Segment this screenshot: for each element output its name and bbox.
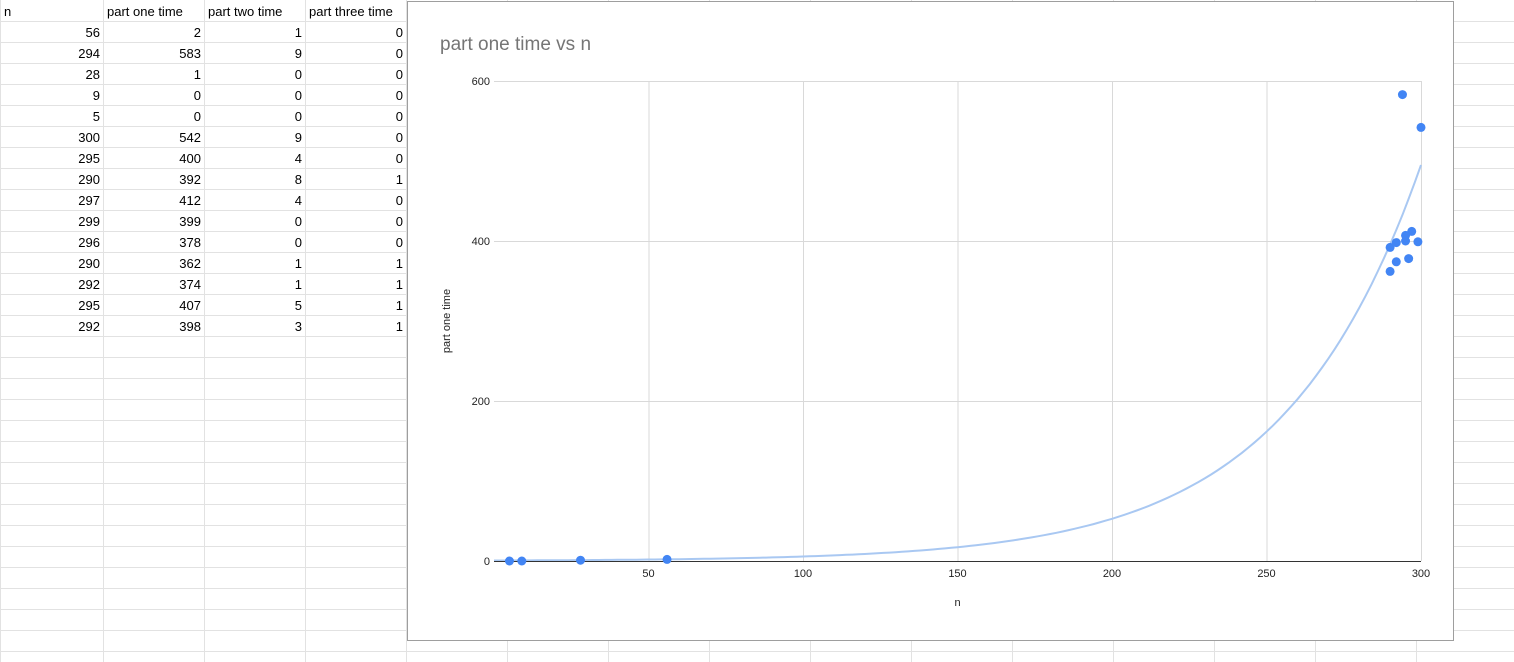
data-point[interactable] — [1391, 238, 1401, 248]
table-cell[interactable]: 2 — [193, 25, 201, 40]
table-cell[interactable]: 0 — [395, 67, 403, 82]
chart[interactable]: part one time vs n 0 200 400 600 50 100 150 20… — [407, 1, 1454, 641]
table-cell[interactable]: 374 — [179, 277, 201, 292]
header-cell-part-three-time[interactable]: part three time — [309, 4, 393, 19]
table-cell[interactable]: 1 — [395, 277, 403, 292]
table-cell[interactable]: 362 — [179, 256, 201, 271]
table-cell[interactable]: 300 — [78, 130, 100, 145]
table-cell[interactable]: 0 — [395, 25, 403, 40]
y-tick-label: 600 — [472, 76, 490, 88]
table-cell[interactable]: 1 — [395, 298, 403, 313]
table-cell[interactable]: 1 — [395, 319, 403, 334]
table-cell[interactable]: 412 — [179, 193, 201, 208]
table-cell[interactable]: 9 — [92, 88, 100, 103]
table-cell[interactable]: 1 — [294, 277, 302, 292]
table-cell[interactable]: 0 — [294, 214, 302, 229]
table-cell[interactable]: 8 — [294, 172, 302, 187]
table-cell[interactable]: 1 — [395, 256, 403, 271]
table-cell[interactable]: 295 — [78, 151, 100, 166]
x-tick-label: 50 — [642, 568, 654, 580]
table-cell[interactable]: 0 — [395, 193, 403, 208]
data-point[interactable] — [1385, 242, 1395, 252]
table-cell[interactable]: 296 — [78, 235, 100, 250]
table-cell[interactable]: 407 — [179, 298, 201, 313]
table-cell[interactable]: 28 — [85, 67, 100, 82]
data-point[interactable] — [1401, 230, 1411, 240]
table-cell[interactable]: 297 — [78, 193, 100, 208]
table-cell[interactable]: 0 — [395, 109, 403, 124]
table-cell[interactable]: 1 — [395, 172, 403, 187]
table-cell[interactable]: 378 — [179, 235, 201, 250]
table-cell[interactable]: 0 — [193, 88, 201, 103]
table-cell[interactable]: 0 — [395, 151, 403, 166]
y-tick-label: 200 — [472, 396, 490, 408]
table-cell[interactable]: 1 — [294, 25, 302, 40]
table-cell[interactable]: 4 — [294, 151, 302, 166]
table-cell[interactable]: 0 — [395, 88, 403, 103]
chart-title: part one time vs n — [440, 34, 591, 55]
table-cell[interactable]: 1 — [193, 67, 201, 82]
table-cell[interactable]: 9 — [294, 46, 302, 61]
table-cell[interactable]: 290 — [78, 256, 100, 271]
table-cell[interactable]: 583 — [179, 46, 201, 61]
header-cell-part-two-time[interactable]: part two time — [208, 4, 283, 19]
data-point[interactable] — [576, 555, 586, 565]
data-point[interactable] — [662, 554, 672, 564]
table-cell[interactable]: 9 — [294, 130, 302, 145]
table-cell[interactable]: 542 — [179, 130, 201, 145]
table-cell[interactable]: 295 — [78, 298, 100, 313]
table-cell[interactable]: 292 — [78, 277, 100, 292]
table-cell[interactable]: 398 — [179, 319, 201, 334]
data-point[interactable] — [1391, 257, 1401, 267]
header-cell-n[interactable]: n — [4, 4, 12, 19]
data-point[interactable] — [1385, 266, 1395, 276]
table-cell[interactable]: 392 — [179, 172, 201, 187]
header-cell-part-one-time[interactable]: part one time — [107, 4, 183, 19]
table-cell[interactable]: 290 — [78, 172, 100, 187]
table-cell[interactable]: 0 — [395, 235, 403, 250]
table-cell[interactable]: 5 — [294, 298, 302, 313]
data-point[interactable] — [1404, 254, 1414, 264]
y-tick-label: 0 — [484, 556, 490, 568]
table-cell[interactable]: 3 — [294, 319, 302, 334]
data-point[interactable] — [517, 556, 527, 566]
table-cell[interactable]: 4 — [294, 193, 302, 208]
y-tick-label: 400 — [472, 236, 490, 248]
table-cell[interactable]: 0 — [294, 88, 302, 103]
table-cell[interactable]: 294 — [78, 46, 100, 61]
table-cell[interactable]: 292 — [78, 319, 100, 334]
table-cell[interactable]: 56 — [85, 25, 100, 40]
x-tick-label: 100 — [794, 568, 812, 580]
table-cell[interactable]: 5 — [92, 109, 100, 124]
table-cell[interactable]: 0 — [395, 214, 403, 229]
x-tick-label: 300 — [1412, 568, 1430, 580]
table-cell[interactable]: 399 — [179, 214, 201, 229]
table-cell[interactable]: 0 — [193, 109, 201, 124]
x-tick-label: 200 — [1103, 568, 1121, 580]
table-cell[interactable]: 1 — [294, 256, 302, 271]
trendline — [494, 164, 1422, 562]
table-cell[interactable]: 299 — [78, 214, 100, 229]
x-tick-label: 250 — [1257, 568, 1275, 580]
table-cell[interactable]: 400 — [179, 151, 201, 166]
table-cell[interactable]: 0 — [294, 235, 302, 250]
table-cell[interactable]: 0 — [395, 130, 403, 145]
data-point[interactable] — [1397, 90, 1407, 100]
chart-canvas: part one time vs n 0 200 400 600 50 100 150 20… — [440, 34, 1430, 609]
table-cell[interactable]: 0 — [395, 46, 403, 61]
table-cell[interactable]: 0 — [294, 67, 302, 82]
y-axis-title: part one time — [441, 289, 453, 353]
x-axis-title: n — [954, 597, 960, 609]
table-cell[interactable]: 0 — [294, 109, 302, 124]
data-point[interactable] — [1413, 237, 1423, 247]
x-tick-label: 150 — [948, 568, 966, 580]
data-point[interactable] — [1416, 122, 1426, 132]
data-point[interactable] — [504, 556, 514, 566]
